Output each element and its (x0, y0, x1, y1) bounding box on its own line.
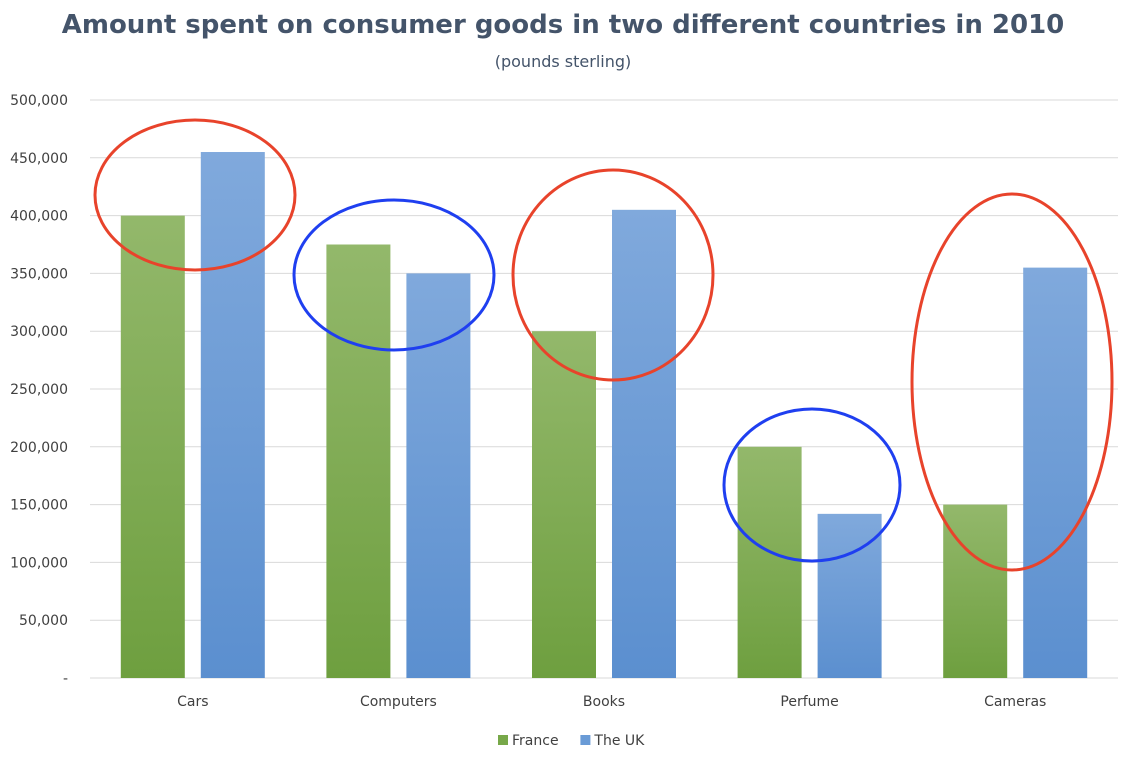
bar-computers-france (326, 244, 391, 678)
legend-swatch-france (498, 735, 508, 745)
legend-swatch-the-uk (580, 735, 591, 745)
annotation-circle-perfume (722, 407, 902, 563)
y-tick-label: 250,000 (10, 382, 68, 398)
annotation-circle-cameras (910, 192, 1114, 572)
legend: France The UK (498, 733, 645, 749)
bar-cars-the-uk (200, 152, 265, 678)
y-tick-label: - (63, 671, 68, 687)
x-category-label: Perfume (780, 694, 838, 710)
bar-cars-france (120, 215, 185, 678)
chart-title: Amount spent on consumer goods in two di… (61, 10, 1065, 40)
bar-cameras-france (943, 504, 1008, 678)
y-tick-label: 350,000 (10, 266, 68, 282)
annotation-circle-computers (292, 198, 496, 352)
legend-label: The UK (593, 733, 645, 749)
y-axis-labels: - 50,000 100,000 150,000 200,000 250,000 300,0… (10, 93, 68, 687)
annotation-circle-books (511, 168, 715, 382)
y-tick-label: 100,000 (10, 555, 68, 571)
bars (120, 152, 1088, 678)
y-tick-label: 400,000 (10, 209, 68, 225)
x-category-label: Computers (360, 694, 437, 710)
chart-subtitle: (pounds sterling) (494, 52, 632, 71)
annotation-circles (93, 118, 1114, 572)
bar-computers-the-uk (406, 273, 471, 678)
x-category-label: Cameras (984, 694, 1046, 710)
x-category-label: Cars (177, 694, 208, 710)
bar-perfume-france (737, 446, 802, 678)
bar-books-the-uk (612, 209, 676, 678)
bar-books-france (532, 331, 596, 678)
bar-cameras-the-uk (1023, 267, 1088, 678)
x-axis-labels: Cars Computers Books Perfume Cameras (177, 694, 1046, 710)
x-category-label: Books (583, 694, 625, 710)
y-tick-label: 500,000 (10, 93, 68, 109)
y-tick-label: 50,000 (19, 613, 68, 629)
y-tick-label: 300,000 (10, 324, 68, 340)
y-tick-label: 150,000 (10, 498, 68, 514)
y-tick-label: 200,000 (10, 440, 68, 456)
annotation-circle-cars (93, 118, 297, 272)
bar-perfume-the-uk (817, 513, 882, 678)
y-tick-label: 450,000 (10, 151, 68, 167)
legend-label: France (512, 733, 559, 749)
